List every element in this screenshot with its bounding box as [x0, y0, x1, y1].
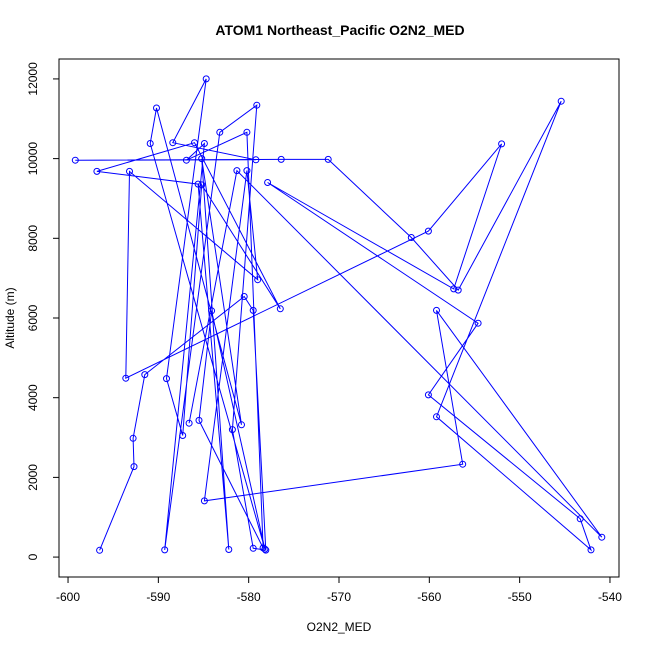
x-axis: -600 -590 -580 -570 -560 -550 -540: [56, 576, 622, 604]
data-point: [208, 307, 216, 315]
data-point: [240, 293, 248, 300]
data-point: [424, 391, 432, 399]
data-point: [93, 167, 101, 175]
data-point: [141, 371, 149, 379]
data-point: [253, 101, 261, 109]
data-point: [225, 546, 233, 553]
data-point: [200, 497, 208, 505]
chart-title: ATOM1 Northeast_Pacific O2N2_MED: [215, 22, 464, 38]
y-tick-label: 6000: [26, 304, 40, 331]
data-point: [324, 155, 332, 163]
data-point: [433, 413, 440, 421]
data-point: [450, 285, 458, 293]
data-point: [264, 179, 272, 186]
data-point: [146, 140, 154, 147]
data-series: [71, 75, 606, 554]
data-point: [71, 156, 79, 164]
data-point: [261, 545, 269, 553]
data-point: [498, 140, 506, 148]
data-point: [130, 463, 138, 471]
data-point: [129, 434, 137, 442]
data-point: [474, 319, 482, 327]
data-point: [277, 155, 285, 163]
y-tick-label: 2000: [26, 464, 40, 491]
data-point: [243, 128, 251, 136]
data-point: [254, 276, 262, 284]
data-point: [424, 227, 432, 235]
data-point: [557, 97, 565, 105]
x-tick-label: -550: [508, 590, 532, 604]
data-point: [576, 515, 584, 523]
data-point: [433, 306, 440, 314]
data-point: [598, 533, 606, 541]
data-point: [198, 155, 206, 163]
data-point: [259, 544, 267, 552]
data-point: [191, 139, 198, 147]
y-tick-label: 8000: [26, 225, 40, 252]
x-tick-label: -590: [146, 590, 170, 604]
y-axis: 0 2000 4000 6000 8000 10000 12000: [26, 62, 60, 560]
data-point: [179, 432, 187, 439]
data-point: [249, 544, 257, 552]
data-point: [182, 156, 190, 164]
x-tick-label: -540: [598, 590, 622, 604]
data-point: [122, 374, 130, 382]
y-tick-label: 12000: [26, 62, 40, 96]
data-point: [195, 416, 203, 424]
data-point: [459, 460, 467, 468]
data-point: [243, 167, 251, 175]
data-point: [169, 139, 177, 147]
plot-frame: [58, 58, 620, 578]
x-tick-label: -570: [327, 590, 351, 604]
data-point: [587, 546, 595, 554]
data-point: [252, 156, 260, 164]
x-tick-label: -580: [237, 590, 261, 604]
series-line: [75, 78, 603, 552]
data-point: [96, 546, 104, 554]
x-tick-label: -560: [417, 590, 441, 604]
x-axis-label: O2N2_MED: [307, 620, 372, 634]
data-point: [202, 75, 210, 83]
data-point: [198, 181, 206, 189]
data-point: [163, 375, 170, 383]
y-tick-label: 10000: [26, 142, 40, 176]
y-tick-label: 4000: [26, 384, 40, 411]
data-point: [454, 286, 462, 294]
y-axis-label: Altitude (m): [3, 287, 17, 348]
data-point: [233, 167, 241, 175]
data-point: [276, 305, 284, 313]
data-point: [161, 546, 169, 554]
data-point: [249, 306, 257, 314]
data-point: [185, 419, 193, 427]
x-tick-label: -600: [56, 590, 80, 604]
data-point: [194, 180, 202, 188]
data-point: [216, 128, 224, 136]
data-point: [238, 421, 245, 429]
data-point: [153, 104, 160, 112]
data-point: [228, 426, 236, 434]
y-tick-label: 0: [26, 553, 40, 560]
data-point: [126, 167, 133, 175]
data-point: [200, 140, 208, 147]
data-point: [407, 234, 415, 241]
